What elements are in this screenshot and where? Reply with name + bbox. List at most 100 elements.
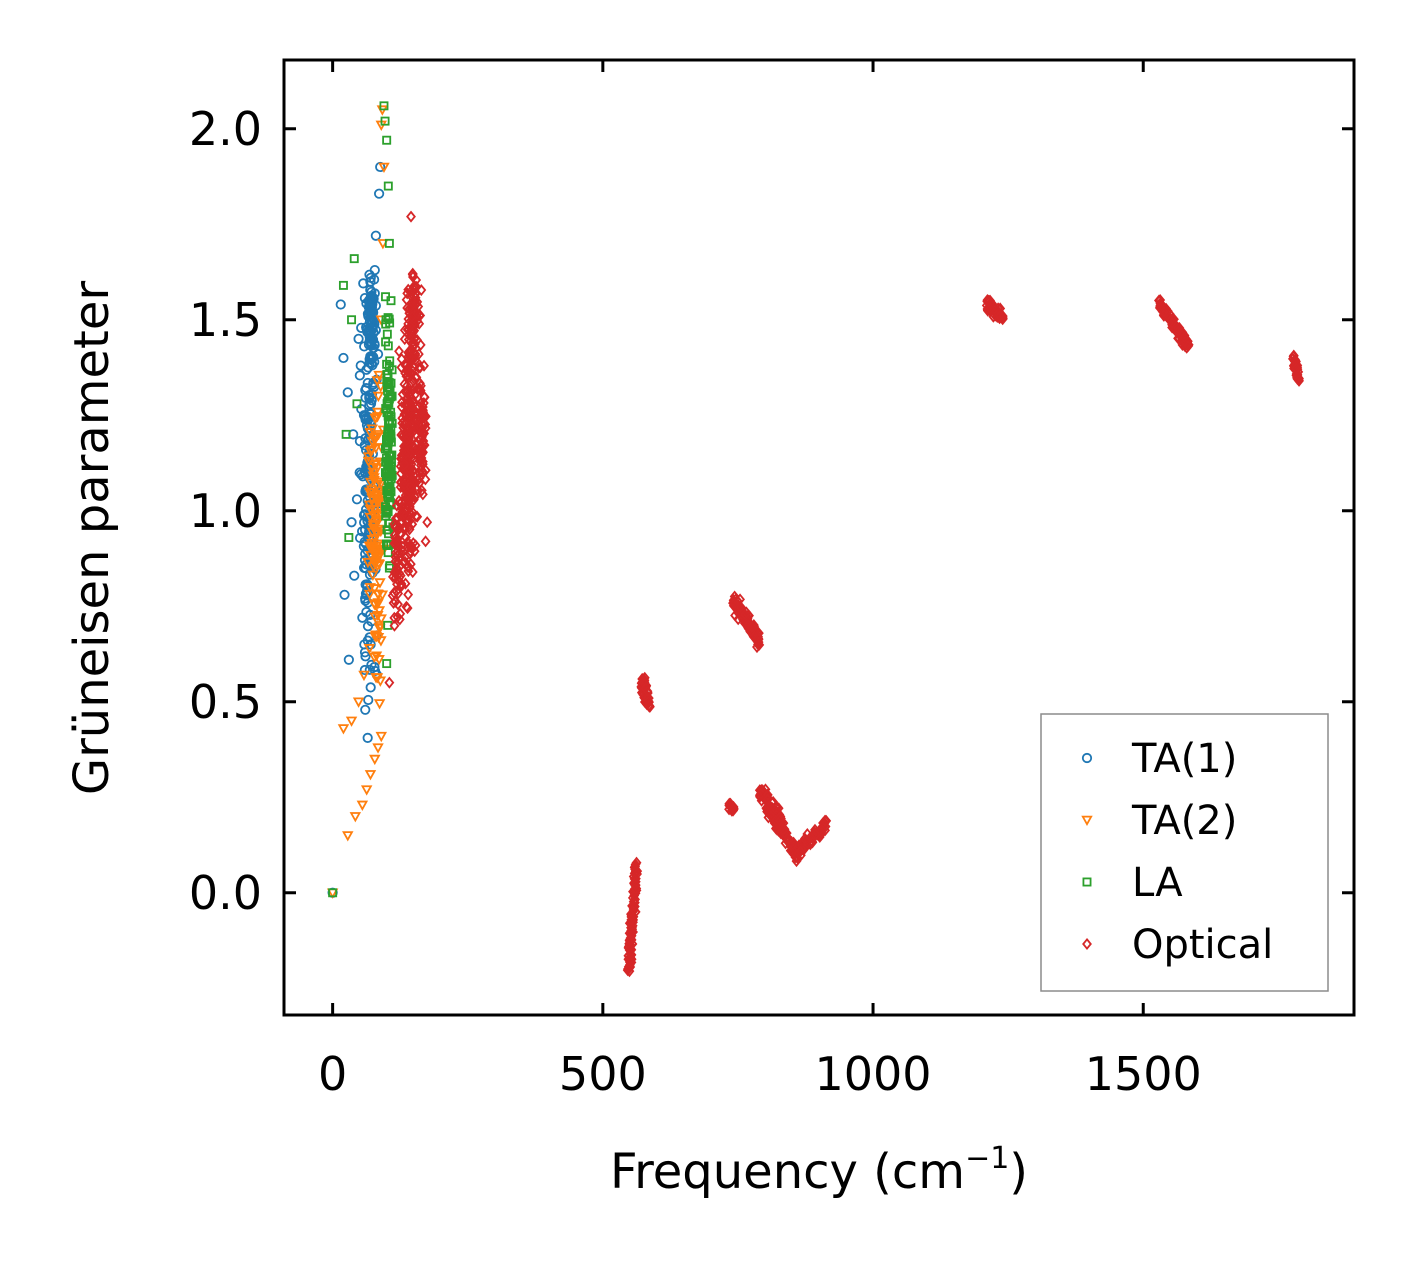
data-point xyxy=(342,831,354,842)
data-point xyxy=(382,135,392,145)
data-point xyxy=(420,535,431,548)
data-point xyxy=(369,754,381,766)
data-point xyxy=(392,512,403,525)
data-point xyxy=(385,561,395,571)
data-point xyxy=(407,354,417,367)
data-point xyxy=(352,399,362,409)
data-point xyxy=(354,436,366,447)
data-point xyxy=(379,101,389,111)
legend-label: Optical xyxy=(1132,922,1273,968)
data-point xyxy=(728,803,739,816)
data-point xyxy=(623,949,634,962)
data-point xyxy=(729,597,740,610)
data-point xyxy=(383,432,392,442)
data-point xyxy=(795,845,806,858)
data-point xyxy=(740,608,751,621)
data-point xyxy=(364,569,376,580)
legend-label: LA xyxy=(1132,860,1183,906)
data-point xyxy=(383,313,393,323)
data-point xyxy=(408,324,419,337)
data-point xyxy=(417,466,428,479)
data-point xyxy=(366,436,379,448)
data-point xyxy=(785,844,796,857)
data-point xyxy=(364,770,377,781)
data-point xyxy=(724,797,735,810)
data-point xyxy=(388,570,398,583)
data-point xyxy=(414,383,425,396)
data-point xyxy=(819,814,830,827)
data-point xyxy=(352,697,365,708)
data-point xyxy=(369,632,381,643)
data-point xyxy=(365,682,376,693)
data-point xyxy=(342,387,353,398)
data-point xyxy=(362,452,375,463)
data-point xyxy=(372,611,384,622)
data-point xyxy=(364,550,377,562)
data-point xyxy=(371,529,384,540)
data-point xyxy=(810,828,821,841)
data-point xyxy=(401,393,412,406)
data-point xyxy=(371,412,384,423)
data-point xyxy=(367,542,379,554)
data-point xyxy=(384,377,394,387)
data-point xyxy=(385,386,395,396)
y-tick-label: 0.0 xyxy=(189,866,262,920)
data-point xyxy=(396,352,407,366)
data-point xyxy=(389,566,400,579)
data-point xyxy=(369,414,382,425)
data-point xyxy=(399,474,410,487)
data-point xyxy=(360,385,371,396)
data-point xyxy=(414,445,425,458)
data-point xyxy=(371,463,384,474)
data-point xyxy=(338,352,349,364)
data-point xyxy=(1179,331,1190,344)
data-point xyxy=(383,476,393,486)
data-point xyxy=(412,307,423,320)
data-point xyxy=(399,478,410,491)
data-point xyxy=(397,417,408,430)
data-point xyxy=(392,549,403,562)
data-point xyxy=(405,480,416,494)
data-point xyxy=(626,913,637,926)
x-tick-label: 500 xyxy=(559,1047,647,1101)
data-point xyxy=(779,826,790,839)
x-tick-label: 1000 xyxy=(815,1047,932,1101)
data-point xyxy=(405,541,416,554)
data-point xyxy=(346,517,357,528)
data-point xyxy=(408,440,419,454)
data-point xyxy=(368,505,380,516)
data-point xyxy=(384,676,395,689)
data-point xyxy=(363,694,374,706)
data-point xyxy=(417,425,428,438)
data-point xyxy=(368,652,381,664)
data-point xyxy=(364,446,377,458)
legend-marker-LA xyxy=(1082,877,1092,887)
data-point xyxy=(766,810,776,823)
legend-marker-TA(2) xyxy=(1081,815,1093,827)
plot-frame xyxy=(282,58,1356,1017)
data-point xyxy=(404,514,414,527)
data-point xyxy=(728,597,738,610)
data-point xyxy=(407,541,417,554)
data-point xyxy=(624,917,635,930)
data-point xyxy=(403,447,414,460)
data-point xyxy=(389,586,399,599)
data-point xyxy=(341,429,351,439)
data-point xyxy=(402,379,412,392)
data-point xyxy=(353,333,364,344)
data-point xyxy=(403,588,414,601)
data-point xyxy=(381,472,391,481)
data-point xyxy=(410,281,421,294)
data-point xyxy=(382,659,392,669)
data-point xyxy=(406,210,416,223)
data-point xyxy=(1183,339,1194,353)
data-point xyxy=(364,308,376,320)
x-axis-label: Frequency (cm−1) xyxy=(610,1141,1028,1200)
data-point xyxy=(369,316,380,327)
data-point xyxy=(1173,325,1183,338)
data-point xyxy=(396,428,407,442)
data-marks xyxy=(326,101,1304,978)
data-point xyxy=(400,408,411,421)
data-point xyxy=(756,787,766,800)
